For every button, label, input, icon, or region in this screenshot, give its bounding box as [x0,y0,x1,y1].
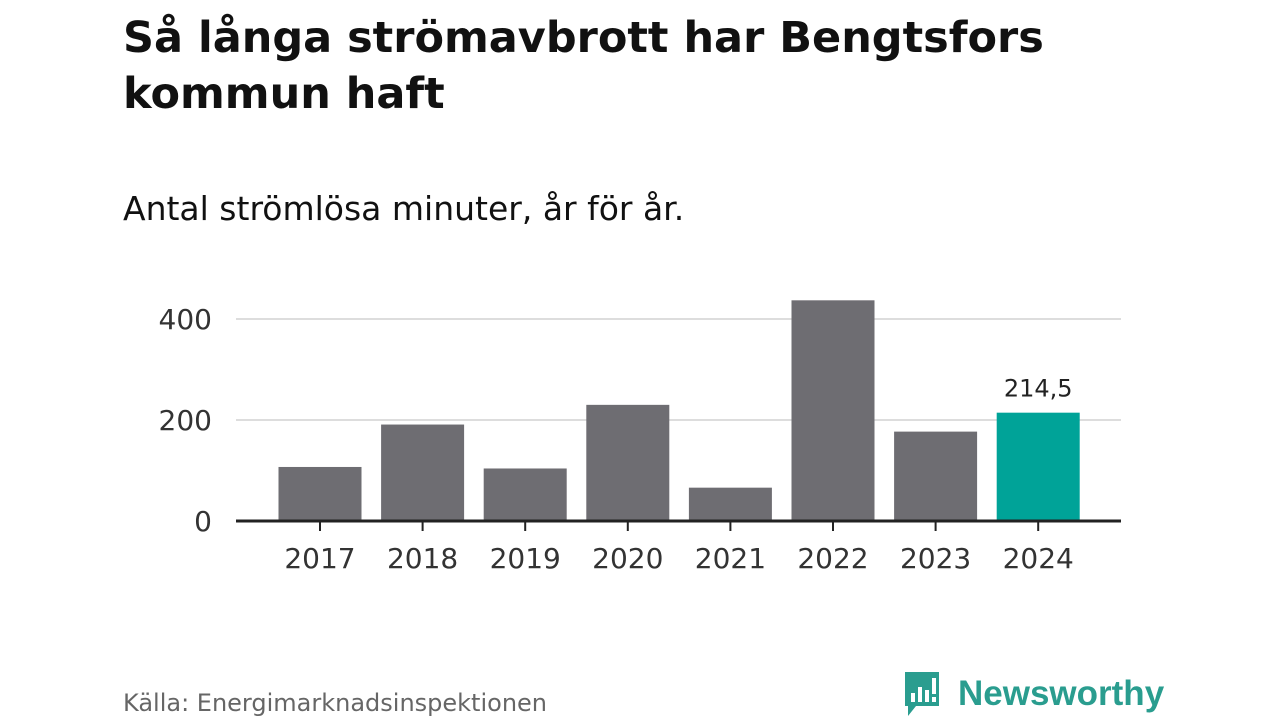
x-tick-label-2022: 2022 [797,542,868,575]
bar-2024 [996,412,1080,521]
bar-2021 [688,487,772,521]
data-label-2024: 214,5 [1004,375,1073,403]
bar-2020 [586,404,670,521]
bar-2018 [381,424,465,521]
x-axis [236,519,1121,531]
bar-2022 [791,300,875,521]
chart-title: Så långa strömavbrott har Bengtsfors kom… [123,13,1044,119]
x-tick-label-2023: 2023 [900,542,971,575]
y-tick-label-0: 0 [194,505,212,538]
x-tick-label-2021: 2021 [695,542,766,575]
newsworthy-brand[interactable]: Newsworthy [902,668,1164,720]
bar-2019 [483,468,567,521]
bar-2017 [278,466,362,521]
bars [278,300,1080,521]
chart-subtitle: Antal strömlösa minuter, år för år. [123,189,685,228]
y-tick-label-400: 400 [159,303,212,336]
x-tick-label-2017: 2017 [284,542,355,575]
bar-2023 [894,431,978,521]
y-tick-label-200: 200 [159,404,212,437]
brand-name: Newsworthy [958,674,1165,713]
bar-chart: 0 200 400 2017 2018 2019 2020 2021 2022 2023 2024 2… [159,300,1121,575]
grid-lines [236,318,1121,421]
x-tick-label-2020: 2020 [592,542,663,575]
x-tick-label-2018: 2018 [387,542,458,575]
x-tick-label-2024: 2024 [1003,542,1074,575]
labels: 0 200 400 2017 2018 2019 2020 2021 2022 2023 2024 2… [159,303,1074,575]
source-note: Källa: Energimarknadsinspektionen [123,689,548,717]
newsworthy-logo-icon [905,672,939,716]
x-tick-label-2019: 2019 [490,542,561,575]
